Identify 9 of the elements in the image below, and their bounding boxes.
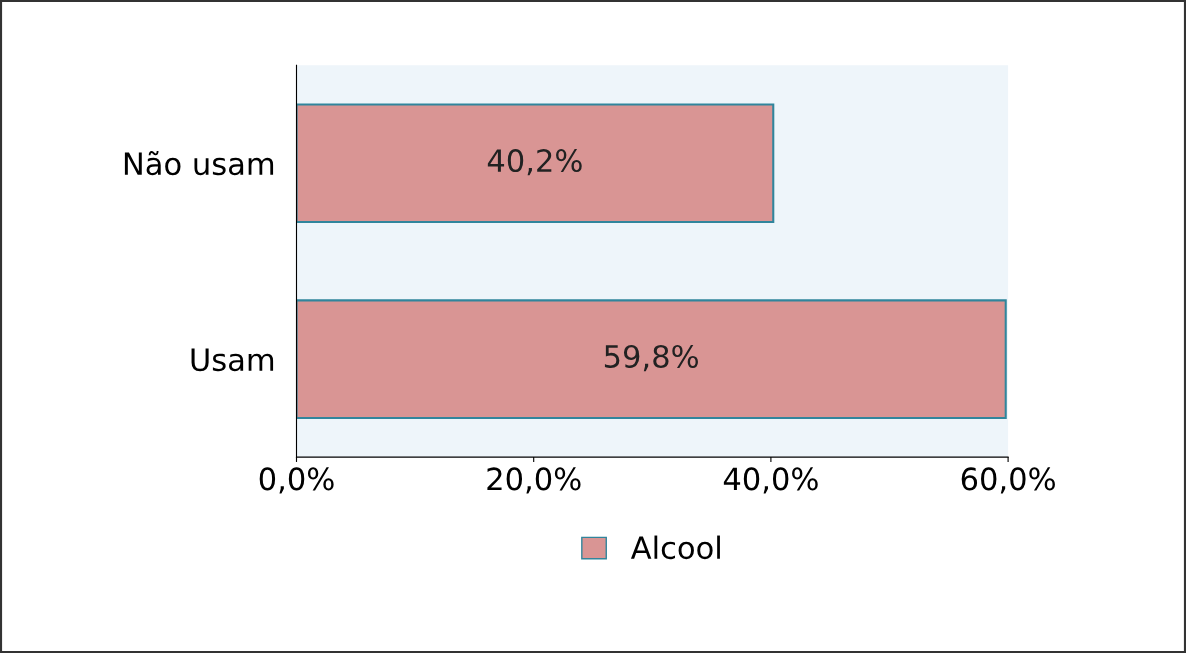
x-tick-label: 60,0% <box>961 467 1055 494</box>
x-tick-label: 40,0% <box>723 467 818 494</box>
y-tick-label: Usam <box>191 348 274 372</box>
data-label: 40,2% <box>487 149 582 176</box>
data-label: 59,8% <box>604 344 698 372</box>
y-tick-label: Não usam <box>124 151 274 176</box>
legend-label: Alcool <box>630 535 720 560</box>
x-tick-label: 0,0% <box>259 467 334 494</box>
x-tick-label: 20,0% <box>487 467 581 494</box>
